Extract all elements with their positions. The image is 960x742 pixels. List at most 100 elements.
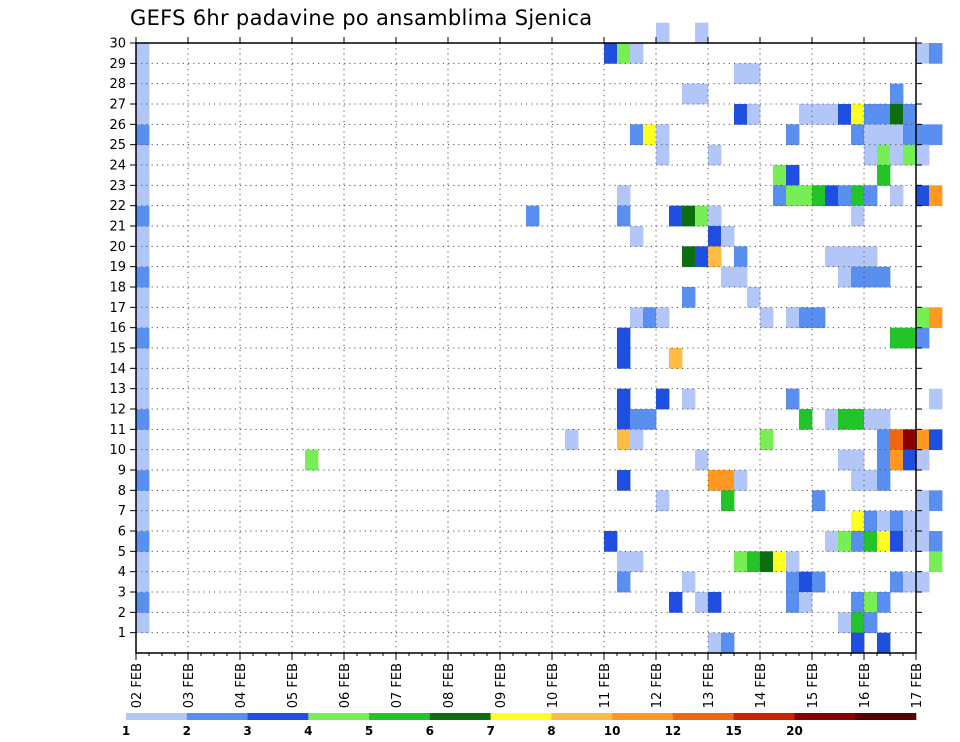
- y-tick-label: 29: [109, 57, 126, 72]
- heatmap-cell: [136, 612, 150, 634]
- heatmap-cell: [799, 592, 813, 613]
- heatmap-cell: [851, 510, 865, 532]
- heatmap-cell: [864, 531, 878, 552]
- colorbar-label: 10: [604, 724, 621, 738]
- colorbar-label: 8: [547, 724, 555, 738]
- heatmap-cell: [526, 205, 540, 227]
- heatmap-cell: [851, 266, 865, 288]
- y-tick-label: 15: [109, 342, 126, 357]
- heatmap-cell: [903, 429, 917, 451]
- heatmap-cell: [786, 388, 800, 410]
- heatmap-cell: [903, 144, 917, 166]
- colorbar-segment: [733, 713, 795, 720]
- heatmap-cell: [864, 185, 878, 207]
- heatmap-cell: [747, 551, 761, 573]
- y-tick-label: 21: [109, 220, 126, 235]
- heatmap-cell: [916, 531, 930, 552]
- heatmap-cell: [630, 226, 644, 247]
- heatmap-cell: [812, 571, 826, 593]
- heatmap-cell: [773, 185, 787, 207]
- heatmap-cell: [760, 307, 774, 329]
- heatmap-cell: [864, 470, 878, 491]
- heatmap-cell: [825, 185, 839, 207]
- heatmap-cell: [838, 449, 852, 471]
- heatmap-cell: [838, 531, 852, 552]
- heatmap-cell: [136, 409, 150, 430]
- y-tick-label: 30: [109, 37, 126, 52]
- heatmap-cell: [136, 185, 150, 207]
- heatmap-cell: [916, 510, 930, 532]
- grid-layer: [136, 43, 916, 653]
- heatmap-cell: [877, 409, 891, 430]
- heatmap-cell: [617, 571, 631, 593]
- y-tick-label: 12: [109, 403, 126, 418]
- heatmap-cell: [903, 571, 917, 593]
- heatmap-cell: [565, 429, 579, 451]
- colorbar-segment: [490, 713, 552, 720]
- heatmap-cell: [747, 104, 761, 125]
- heatmap-cell: [721, 266, 735, 288]
- colorbar-segment: [794, 713, 856, 720]
- y-tick-label: 3: [118, 586, 126, 601]
- heatmap-cell: [721, 226, 735, 247]
- heatmap-cell: [851, 632, 865, 654]
- heatmap-cell: [630, 307, 644, 329]
- y-tick-label: 10: [109, 443, 126, 458]
- y-tick-label: 20: [109, 240, 126, 255]
- x-tick-label: 08 FEB: [442, 663, 457, 708]
- heatmap-cell: [734, 246, 748, 268]
- y-tick-label: 2: [118, 606, 126, 621]
- heatmap-cell: [773, 551, 787, 573]
- heatmap-cell: [695, 449, 709, 471]
- heatmap-cell: [734, 63, 748, 85]
- heatmap-cell: [643, 307, 657, 329]
- heatmap-cell: [864, 104, 878, 125]
- heatmap-cell: [136, 470, 150, 491]
- heatmap-cell: [916, 449, 930, 471]
- heatmap-cell: [617, 43, 631, 64]
- heatmap-cell: [864, 246, 878, 268]
- heatmap-cell: [136, 226, 150, 247]
- heatmap-cell: [864, 144, 878, 166]
- y-tick-label: 23: [109, 179, 126, 194]
- heatmap-cell: [916, 43, 930, 64]
- heatmap-cell: [604, 531, 618, 552]
- heatmap-cell: [877, 266, 891, 288]
- heatmap-cell: [786, 165, 800, 186]
- colorbar-label: 2: [183, 724, 191, 738]
- y-tick-label: 14: [109, 362, 126, 377]
- y-tick-label: 16: [109, 321, 126, 336]
- colorbar-label: 6: [426, 724, 434, 738]
- heatmap-cell: [305, 449, 319, 471]
- heatmap-cell: [877, 531, 891, 552]
- heatmap-cell: [643, 124, 657, 146]
- heatmap-cell: [851, 124, 865, 146]
- chart-title: GEFS 6hr padavine po ansamblima Sjenica: [130, 6, 593, 30]
- heatmap-cell: [903, 104, 917, 125]
- x-tick-label: 16 FEB: [858, 663, 873, 708]
- heatmap-cell: [851, 612, 865, 634]
- x-tick-label: 03 FEB: [182, 663, 197, 708]
- heatmap-cell: [136, 510, 150, 532]
- colorbar-segment: [126, 713, 188, 720]
- x-tick-label: 14 FEB: [754, 663, 769, 708]
- heatmap-cell: [136, 490, 150, 512]
- heatmap-cell: [929, 531, 943, 552]
- colorbar-segment: [429, 713, 491, 720]
- heatmap-cell: [877, 124, 891, 146]
- heatmap-cell: [136, 531, 150, 552]
- heatmap-cell: [877, 470, 891, 491]
- heatmap-cell: [617, 185, 631, 207]
- colorbar-label: 7: [486, 724, 494, 738]
- y-tick-label: 18: [109, 281, 126, 296]
- heatmap-cell: [825, 531, 839, 552]
- heatmap-cell: [851, 409, 865, 430]
- heatmap-cell: [929, 124, 943, 146]
- heatmap-cell: [734, 551, 748, 573]
- heatmap-cell: [799, 307, 813, 329]
- heatmap-cell: [656, 490, 670, 512]
- y-tick-label: 24: [109, 159, 126, 174]
- heatmap-cell: [656, 22, 670, 44]
- heatmap-cell: [617, 388, 631, 410]
- heatmap-cell: [708, 226, 722, 247]
